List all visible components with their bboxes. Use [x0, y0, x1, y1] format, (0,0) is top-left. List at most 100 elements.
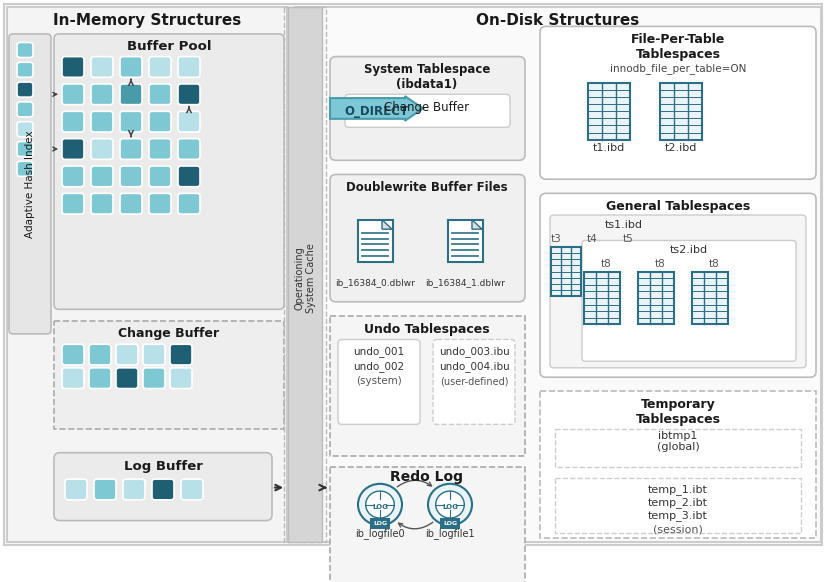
Text: (system): (system) — [356, 377, 402, 386]
FancyBboxPatch shape — [62, 84, 84, 105]
Bar — [555, 478, 801, 533]
Text: Temporary
Tablespaces: Temporary Tablespaces — [635, 398, 720, 426]
Text: O_DIRECT: O_DIRECT — [344, 105, 408, 118]
FancyBboxPatch shape — [330, 56, 525, 160]
FancyBboxPatch shape — [91, 193, 113, 214]
FancyBboxPatch shape — [120, 111, 142, 132]
FancyBboxPatch shape — [91, 139, 113, 159]
Text: t4: t4 — [586, 234, 597, 244]
Text: Operationing
System Cache: Operationing System Cache — [294, 243, 316, 313]
FancyBboxPatch shape — [120, 193, 142, 214]
Bar — [330, 467, 525, 582]
Text: t3: t3 — [551, 234, 562, 244]
FancyBboxPatch shape — [62, 166, 84, 187]
FancyBboxPatch shape — [91, 166, 113, 187]
Text: temp_3.ibt: temp_3.ibt — [648, 510, 708, 521]
FancyBboxPatch shape — [178, 193, 200, 214]
Bar — [370, 518, 390, 529]
Circle shape — [358, 484, 402, 526]
FancyBboxPatch shape — [149, 193, 171, 214]
Text: t8: t8 — [601, 260, 611, 269]
FancyBboxPatch shape — [91, 111, 113, 132]
Text: (session): (session) — [653, 524, 703, 534]
FancyBboxPatch shape — [62, 111, 84, 132]
Text: System Tablespace
(ibdata1): System Tablespace (ibdata1) — [363, 63, 490, 91]
Text: undo_004.ibu: undo_004.ibu — [439, 361, 510, 372]
FancyArrow shape — [330, 96, 423, 120]
FancyBboxPatch shape — [94, 479, 116, 500]
FancyBboxPatch shape — [91, 84, 113, 105]
Bar — [358, 220, 393, 262]
FancyBboxPatch shape — [170, 344, 192, 365]
Bar — [440, 518, 460, 529]
Bar — [330, 316, 525, 456]
FancyBboxPatch shape — [550, 215, 806, 368]
FancyBboxPatch shape — [582, 240, 796, 361]
Text: In-Memory Structures: In-Memory Structures — [53, 13, 241, 28]
FancyBboxPatch shape — [338, 339, 420, 424]
FancyBboxPatch shape — [330, 175, 525, 302]
FancyBboxPatch shape — [178, 84, 200, 105]
FancyBboxPatch shape — [123, 479, 145, 500]
Text: undo_001: undo_001 — [354, 346, 405, 357]
FancyBboxPatch shape — [120, 56, 142, 77]
Text: t8: t8 — [655, 260, 666, 269]
Text: (user-defined): (user-defined) — [439, 377, 508, 386]
Bar — [551, 247, 581, 296]
Text: Doublewrite Buffer Files: Doublewrite Buffer Files — [346, 181, 508, 194]
Text: LOG: LOG — [443, 521, 457, 526]
Text: LOG: LOG — [442, 505, 458, 510]
FancyBboxPatch shape — [91, 56, 113, 77]
FancyBboxPatch shape — [152, 479, 174, 500]
FancyBboxPatch shape — [178, 166, 200, 187]
Text: temp_2.ibt: temp_2.ibt — [648, 497, 708, 508]
FancyBboxPatch shape — [540, 193, 816, 377]
Text: Log Buffer: Log Buffer — [124, 460, 202, 473]
FancyBboxPatch shape — [17, 42, 33, 58]
FancyBboxPatch shape — [54, 34, 284, 310]
Text: t1.ibd: t1.ibd — [593, 143, 625, 153]
Circle shape — [435, 491, 464, 518]
Circle shape — [428, 484, 472, 526]
Bar — [54, 321, 284, 429]
FancyBboxPatch shape — [17, 141, 33, 157]
Text: General Tablespaces: General Tablespaces — [606, 200, 750, 213]
Text: File-Per-Table
Tablespaces: File-Per-Table Tablespaces — [631, 33, 725, 61]
FancyBboxPatch shape — [149, 166, 171, 187]
Bar — [288, 6, 322, 542]
Text: t8: t8 — [709, 260, 719, 269]
Text: ts1.ibd: ts1.ibd — [605, 220, 643, 230]
FancyBboxPatch shape — [345, 94, 510, 127]
FancyBboxPatch shape — [116, 344, 138, 365]
Text: t5: t5 — [623, 234, 634, 244]
Bar — [448, 220, 483, 262]
Bar — [295, 6, 821, 542]
Bar — [555, 429, 801, 467]
FancyBboxPatch shape — [149, 56, 171, 77]
FancyBboxPatch shape — [120, 84, 142, 105]
Bar — [660, 83, 702, 140]
Text: LOG: LOG — [373, 521, 387, 526]
FancyBboxPatch shape — [116, 368, 138, 389]
FancyBboxPatch shape — [54, 453, 272, 520]
Text: LOG: LOG — [372, 505, 388, 510]
Text: temp_1.ibt: temp_1.ibt — [648, 484, 708, 495]
Polygon shape — [472, 220, 482, 229]
FancyBboxPatch shape — [540, 26, 816, 179]
FancyBboxPatch shape — [181, 479, 203, 500]
Text: On-Disk Structures: On-Disk Structures — [477, 13, 639, 28]
FancyBboxPatch shape — [62, 193, 84, 214]
FancyBboxPatch shape — [62, 368, 84, 389]
FancyBboxPatch shape — [143, 344, 165, 365]
FancyBboxPatch shape — [178, 139, 200, 159]
FancyBboxPatch shape — [17, 161, 33, 176]
Bar — [588, 83, 630, 140]
Text: ib_logfile0: ib_logfile0 — [355, 528, 405, 539]
FancyBboxPatch shape — [170, 368, 192, 389]
FancyBboxPatch shape — [178, 111, 200, 132]
FancyBboxPatch shape — [17, 82, 33, 97]
Bar — [692, 272, 728, 324]
FancyBboxPatch shape — [120, 139, 142, 159]
FancyBboxPatch shape — [17, 62, 33, 77]
Text: Change Buffer: Change Buffer — [384, 101, 469, 114]
